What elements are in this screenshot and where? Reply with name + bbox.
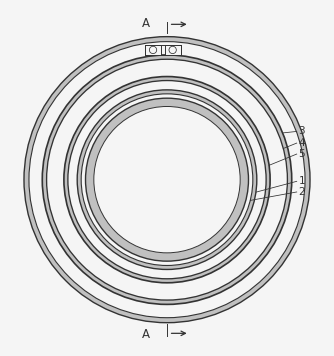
Circle shape <box>149 46 157 54</box>
Circle shape <box>77 90 257 269</box>
Text: 5: 5 <box>298 149 305 159</box>
Text: 1: 1 <box>298 176 305 186</box>
Text: A: A <box>142 17 150 30</box>
Circle shape <box>29 42 305 318</box>
Circle shape <box>68 80 266 279</box>
Text: 2: 2 <box>298 187 305 197</box>
Circle shape <box>169 46 176 54</box>
Text: A: A <box>142 328 150 341</box>
Bar <box>165 45 181 55</box>
Bar <box>145 45 161 55</box>
Text: 4: 4 <box>298 138 305 148</box>
Circle shape <box>24 37 310 323</box>
Circle shape <box>94 106 240 253</box>
Circle shape <box>64 77 270 283</box>
Circle shape <box>24 37 310 323</box>
Circle shape <box>29 42 305 318</box>
Circle shape <box>68 80 266 279</box>
Circle shape <box>81 94 253 266</box>
Circle shape <box>47 59 287 300</box>
Circle shape <box>81 94 253 266</box>
Text: 3: 3 <box>298 126 305 136</box>
Circle shape <box>47 59 287 300</box>
Circle shape <box>94 106 240 253</box>
Circle shape <box>86 98 248 261</box>
Circle shape <box>42 55 292 304</box>
